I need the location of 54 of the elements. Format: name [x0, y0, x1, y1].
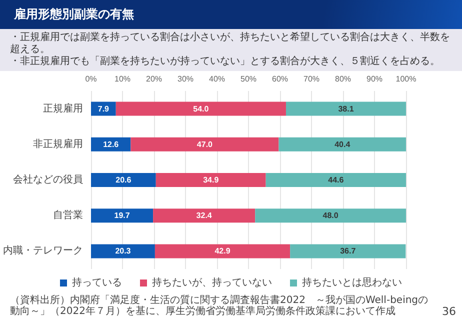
x-tick-label: 60%	[272, 74, 288, 84]
x-tick-label: 0%	[85, 74, 97, 84]
data-label: 7.9	[98, 104, 110, 114]
x-tick-label: 50%	[240, 74, 257, 84]
text: （資料出所）内閣府「満足度・生活の質に関する調査報告書2022 ～我が国のWell-beingの動向～」（2022年７月）を基に、厚生労働省労働基準局労働条件政策課において作成	[10, 295, 430, 317]
bar	[91, 244, 155, 258]
data-label: 40.4	[334, 140, 351, 149]
x-tick-label: 90%	[366, 74, 383, 84]
bar	[116, 102, 286, 116]
bar	[266, 173, 406, 187]
x-tick-label: 30%	[177, 74, 194, 84]
x-tick-label: 40%	[208, 74, 226, 84]
bar	[156, 173, 266, 187]
legend-label: 持ちたいが、持っていない	[152, 276, 272, 288]
bar	[91, 173, 156, 187]
data-label: 34.9	[203, 176, 220, 184]
data-label: 38.1	[338, 104, 354, 114]
bar	[130, 137, 279, 152]
data-label: 42.9	[214, 246, 231, 256]
x-tick-label: 100%	[396, 74, 416, 84]
legend-label: 持ちたいとは思わない	[302, 276, 402, 288]
bar	[153, 208, 256, 223]
x-tick-label: 80%	[334, 74, 352, 84]
bar	[290, 244, 406, 258]
x-tick-label: 70%	[303, 74, 320, 84]
data-label: 48.0	[322, 211, 339, 220]
data-label: 36.7	[340, 246, 356, 256]
bar	[154, 244, 290, 258]
data-label: 19.7	[114, 211, 130, 220]
bar	[278, 137, 406, 152]
y-tick-label: 自営業	[53, 209, 83, 222]
chart-subtitle: ・正規雇用では副業を持っている割合は小さいが、持ちたいと希望している割合は大きく、半数を超える。	[10, 32, 451, 56]
data-label: 44.6	[328, 176, 344, 184]
data-label: 54.0	[193, 104, 210, 114]
y-tick-label: 会社などの役員	[13, 174, 83, 186]
legend-label: 持っている	[72, 276, 122, 288]
text: ・非正規雇用でも「副業を持ちたいが持っていない」とする割合が大きく、５割近くを占める。	[10, 56, 441, 68]
y-tick-label: 非正規雇用	[33, 138, 83, 150]
y-tick-label: 内職・テレワーク	[3, 244, 83, 257]
bar	[91, 208, 154, 223]
chart-title: 雇用形態別副業の有無	[0, 0, 462, 29]
x-tick-label: 10%	[114, 74, 131, 84]
y-tick-label: 正規雇用	[43, 102, 83, 114]
text: 36	[442, 305, 456, 318]
bar	[255, 208, 406, 223]
data-label: 12.6	[103, 140, 120, 149]
data-label: 20.6	[116, 176, 132, 184]
bar	[91, 137, 131, 152]
data-label: 32.4	[196, 211, 212, 220]
x-tick-label: 20%	[146, 74, 162, 84]
data-label: 20.3	[115, 246, 132, 256]
data-label: 47.0	[196, 140, 214, 149]
bar	[91, 102, 116, 116]
bar	[286, 102, 406, 116]
